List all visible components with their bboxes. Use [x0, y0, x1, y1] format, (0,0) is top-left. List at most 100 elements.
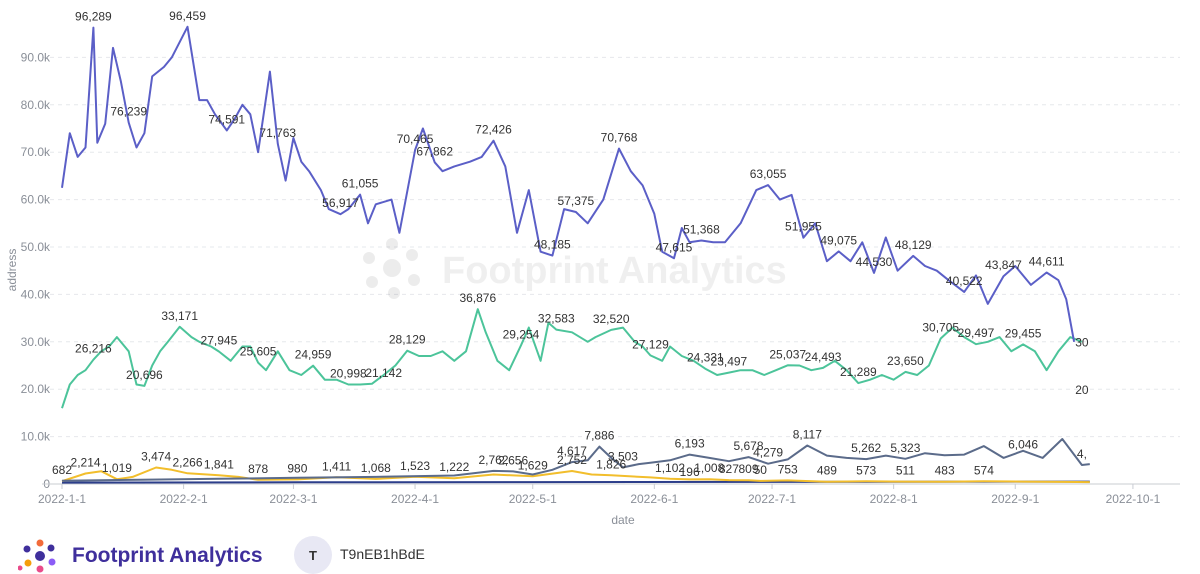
data-label: 1,826	[596, 457, 626, 471]
series-green-line	[61, 308, 1083, 409]
data-label: 61,055	[342, 177, 379, 191]
x-tick-label: 2022-7-1	[748, 492, 796, 506]
data-label: 2,214	[71, 456, 101, 470]
x-axis-title: date	[611, 513, 635, 527]
data-label: 23,650	[887, 354, 924, 368]
data-label: 51,368	[683, 223, 720, 237]
grid-lines	[42, 56, 1180, 438]
data-label: 7,886	[584, 429, 614, 443]
data-label: 511	[896, 464, 915, 478]
data-label: 32,583	[538, 312, 575, 326]
data-label: 71,763	[259, 126, 296, 140]
data-label: 5,323	[890, 441, 920, 455]
data-label: 3,474	[141, 450, 171, 464]
data-label: 48,185	[534, 238, 571, 252]
watermark-text: Footprint Analytics	[442, 250, 787, 292]
data-label: 32,520	[593, 312, 630, 326]
data-label: 878	[248, 462, 268, 476]
y-tick-label: 60.0k	[21, 193, 51, 207]
data-label: 1,411	[322, 459, 351, 473]
data-label: 20,998	[330, 366, 367, 380]
y-axis-ticks: 010.0k20.0k30.0k40.0k50.0k60.0k70.0k80.0…	[21, 50, 51, 491]
data-label: 47,615	[656, 240, 693, 254]
series-lines	[61, 25, 1090, 484]
data-label: 2,762	[478, 453, 508, 467]
data-label: 20,696	[126, 368, 163, 382]
x-axis-ticks: 2022-1-1 2022-2-1 2022-3-1 2022-4-1 2022-5-1…	[38, 484, 1161, 506]
username[interactable]: T9nEB1hBdE	[340, 546, 425, 562]
data-label: 96,289	[75, 10, 112, 24]
data-label: 30,705	[922, 320, 959, 334]
data-label: 1,222	[439, 460, 469, 474]
y-tick-label: 50.0k	[21, 240, 51, 254]
data-label: 21,289	[840, 365, 877, 379]
data-label: 70,768	[601, 131, 638, 145]
data-label: 4,279	[753, 446, 783, 460]
data-label: 2,752	[557, 453, 587, 467]
avatar[interactable]: T	[294, 536, 332, 574]
data-label: 753	[778, 462, 798, 476]
footprint-logo-icon	[18, 539, 56, 573]
y-tick-label: 20.0k	[21, 382, 51, 396]
data-label: 23,497	[711, 355, 748, 369]
data-label: 76,239	[110, 105, 147, 119]
watermark	[363, 238, 420, 299]
footer: Footprint Analytics T T9nEB1hBdE	[0, 530, 1200, 574]
data-label: 8,117	[793, 428, 822, 442]
data-label: 574	[974, 463, 994, 477]
y-tick-label: 10.0k	[21, 430, 51, 444]
series-purple-line	[61, 25, 1076, 342]
x-tick-label: 2022-3-1	[269, 492, 317, 506]
data-label: 36,876	[459, 291, 496, 305]
data-label: 483	[935, 464, 955, 478]
data-label: 196	[680, 465, 700, 479]
data-labels: 96,289 96,459 76,239 74,591 71,763 56,917 61,0…	[52, 9, 1089, 479]
data-label: 29,455	[1005, 326, 1042, 340]
data-label: 1,841	[204, 457, 234, 471]
data-label: 21,142	[365, 366, 402, 380]
data-label: 1,102	[655, 461, 685, 475]
data-label: 96,459	[169, 9, 206, 23]
data-label: 1,019	[102, 461, 132, 475]
watermark-logo-icon	[363, 238, 420, 299]
data-label: 1,068	[361, 461, 391, 475]
series-slate-line	[61, 438, 1090, 482]
data-label: 827	[719, 462, 739, 476]
data-label: 63,055	[750, 167, 787, 181]
data-label: 809	[738, 462, 758, 476]
x-tick-label: 2022-10-1	[1106, 492, 1161, 506]
data-label: 74,591	[208, 112, 245, 126]
data-label: 29,497	[958, 326, 995, 340]
brand[interactable]: Footprint Analytics	[18, 538, 263, 574]
y-tick-label: 80.0k	[21, 98, 51, 112]
data-label: 489	[817, 464, 837, 478]
data-label: 49,075	[820, 233, 857, 247]
data-label: 70,465	[397, 132, 434, 146]
data-label: 25,037	[769, 347, 806, 361]
data-label: 30	[1075, 336, 1089, 350]
data-label: 4,	[1077, 447, 1087, 461]
data-label: 980	[287, 461, 307, 475]
series-yellow-line	[61, 466, 1090, 484]
x-tick-label: 2022-9-1	[991, 492, 1039, 506]
data-label: 24,331	[687, 351, 724, 365]
data-label: 24,493	[805, 350, 842, 364]
y-tick-label: 40.0k	[21, 287, 51, 301]
brand-name: Footprint Analytics	[72, 544, 263, 567]
data-label: 28,129	[389, 333, 426, 347]
data-label: 6,046	[1008, 437, 1038, 451]
x-tick-label: 2022-5-1	[509, 492, 557, 506]
data-label: 5,678	[733, 439, 763, 453]
data-label: 20	[1075, 383, 1089, 397]
data-label: 44,530	[856, 255, 893, 269]
data-label: 682	[52, 463, 72, 477]
data-label: 2,656	[498, 453, 528, 467]
y-axis-title: address	[5, 249, 19, 292]
data-label: 29,254	[503, 327, 540, 341]
data-label: 24,959	[295, 348, 332, 362]
x-tick-label: 2022-8-1	[870, 492, 918, 506]
x-tick-label: 2022-4-1	[391, 492, 439, 506]
data-label: 44,611	[1029, 255, 1065, 269]
data-label: 1,523	[400, 459, 430, 473]
data-label: 1,629	[518, 458, 548, 472]
